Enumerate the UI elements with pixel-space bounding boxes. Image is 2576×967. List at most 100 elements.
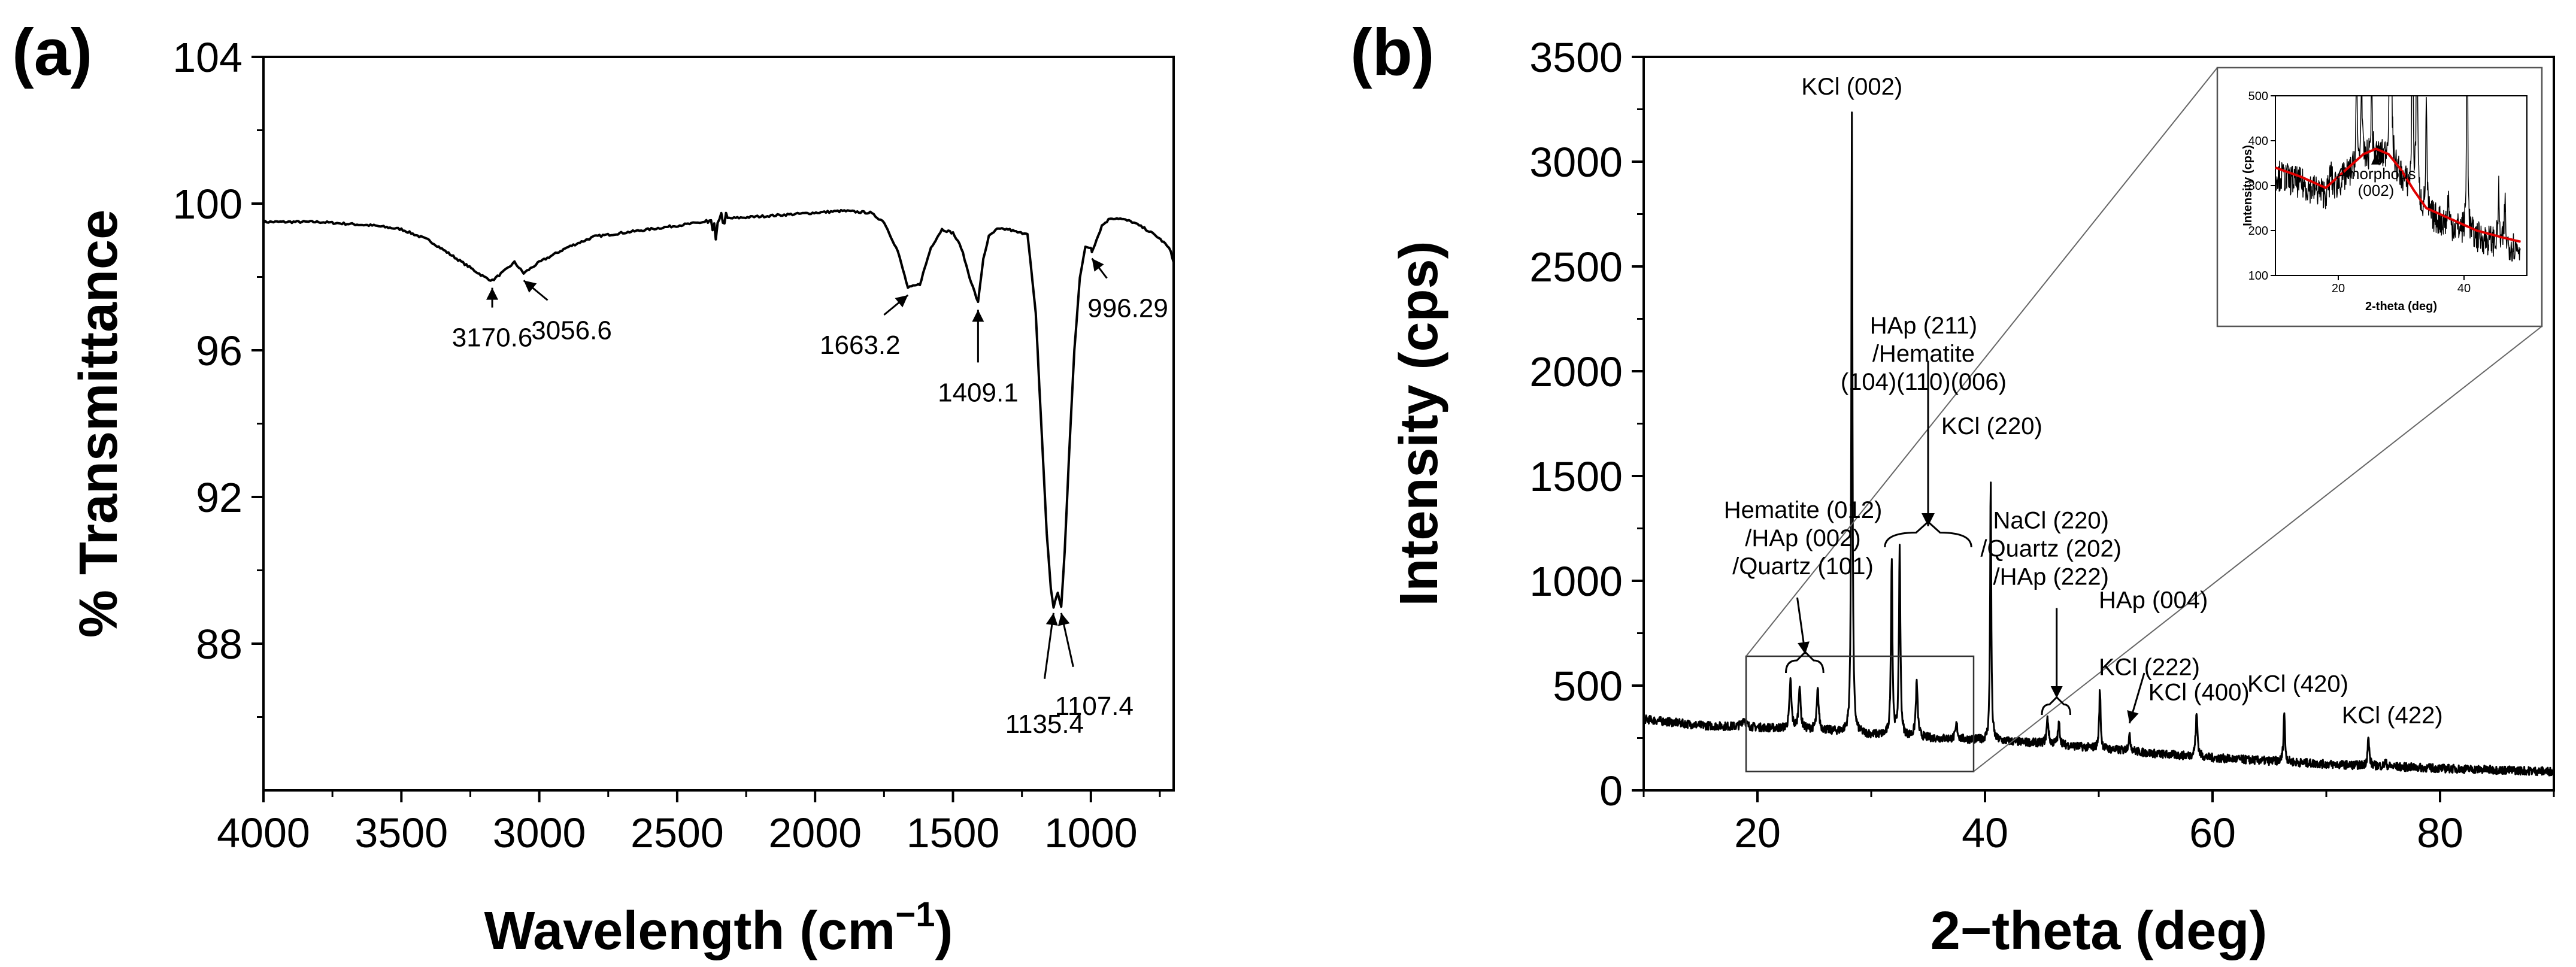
peak-arrow bbox=[2050, 608, 2063, 698]
peak-arrow-head bbox=[895, 295, 908, 308]
x-tick-label: 3000 bbox=[493, 810, 586, 856]
x-tick-label: 2500 bbox=[631, 810, 724, 856]
peak-arrow bbox=[1043, 613, 1058, 679]
zoom-connector-line bbox=[1973, 326, 2542, 772]
peak-label: KCl (002) bbox=[1801, 74, 1902, 100]
y-tick-label: 88 bbox=[196, 621, 243, 668]
peak-label: /HAp (222) bbox=[1993, 564, 2108, 590]
x-axis-title: 2−theta (deg) bbox=[1931, 901, 2268, 961]
peak-label: 1663.2 bbox=[820, 331, 901, 360]
x-axis-title-end: ) bbox=[935, 901, 953, 961]
peak-arrow-head bbox=[1798, 641, 1810, 654]
peak-arrow bbox=[486, 287, 499, 308]
peak-label: /HAp (002) bbox=[1745, 525, 1860, 551]
peak-group-brace bbox=[2041, 696, 2071, 716]
peak-arrow-head bbox=[1092, 258, 1104, 272]
x-tick-label: 60 bbox=[2189, 810, 2236, 856]
inset-x-tick-label: 20 bbox=[2332, 282, 2345, 295]
peak-label: NaCl (220) bbox=[1993, 508, 2108, 534]
peak-arrow-head bbox=[2050, 686, 2063, 698]
peak-group-brace bbox=[1785, 650, 1825, 674]
peak-label: /Hematite bbox=[1872, 341, 1975, 367]
inset-y-tick-label: 400 bbox=[2248, 135, 2268, 148]
y-tick-label: 100 bbox=[172, 181, 243, 228]
peak-label: HAp (004) bbox=[2099, 587, 2208, 614]
peak-arrow-head bbox=[486, 287, 499, 300]
peak-arrow-head bbox=[1045, 613, 1058, 626]
y-tick-label: 2000 bbox=[1529, 348, 1623, 395]
y-tick-label: 0 bbox=[1599, 768, 1623, 814]
ftir-chart: (a) 4000 3500 3000 2500 2000 1500 1000 88 92 96 100… bbox=[12, 16, 1175, 961]
x-axis-title-superscript: −1 bbox=[895, 895, 935, 934]
x-tick-label: 3500 bbox=[354, 810, 448, 856]
inset-y-tick-label: 100 bbox=[2248, 269, 2268, 283]
peak-arrow bbox=[1796, 597, 1810, 654]
x-tick-label: 4000 bbox=[217, 810, 310, 856]
peak-arrow bbox=[523, 280, 548, 301]
peak-arrow-head bbox=[972, 310, 984, 322]
peak-arrow-head bbox=[1057, 613, 1070, 626]
y-tick-label: 500 bbox=[1553, 663, 1623, 710]
peak-label: KCl (422) bbox=[2342, 702, 2443, 729]
y-tick-label: 3500 bbox=[1529, 34, 1623, 81]
inset-chart: 20 40 100 200 300 400 500 2-theta (deg) Intensit… bbox=[2216, 66, 2543, 328]
inset-x-tick-label: 40 bbox=[2457, 282, 2471, 295]
y-tick-label: 3000 bbox=[1529, 139, 1623, 186]
inset-y-tick-label: 500 bbox=[2248, 90, 2268, 103]
inset-amorphous-fit-curve bbox=[2275, 147, 2522, 243]
y-tick-label: 96 bbox=[196, 328, 243, 374]
inset-annotation: (002) bbox=[2358, 181, 2395, 199]
inset-frame bbox=[2216, 66, 2543, 328]
y-tick-label: 2500 bbox=[1529, 244, 1623, 290]
y-tick-label: 1000 bbox=[1529, 558, 1623, 605]
x-axis-title-main: Wavelength (cm bbox=[484, 901, 896, 961]
peak-label: 996.29 bbox=[1087, 294, 1168, 323]
y-axis-title: Intensity (cps) bbox=[1389, 241, 1449, 606]
peak-arrow-head bbox=[1922, 513, 1935, 526]
peak-arrow bbox=[1922, 360, 1935, 526]
zoom-connector-line bbox=[1745, 67, 2218, 657]
x-tick-label: 20 bbox=[1734, 810, 1781, 856]
y-tick-label: 92 bbox=[196, 474, 243, 521]
xrd-chart: (b) 20 40 60 80 0 500 1000 1500 2000 2500 3000 3500 2… bbox=[1350, 16, 2555, 961]
peak-label: 1135.4 bbox=[1005, 710, 1084, 739]
y-axis-title: % Transmittance bbox=[69, 210, 129, 638]
peak-label: Hematite (012) bbox=[1724, 497, 1883, 523]
peak-arrow-head bbox=[523, 280, 537, 293]
inset-annotation: Amorphous bbox=[2336, 165, 2416, 183]
peak-arrow bbox=[972, 310, 984, 363]
peak-arrow bbox=[883, 294, 909, 316]
peak-label: KCl (420) bbox=[2247, 671, 2348, 698]
amorphous-marker-icon bbox=[2371, 153, 2381, 165]
ftir-spectrum-line bbox=[262, 208, 1175, 609]
peak-arrow-head bbox=[2127, 710, 2139, 723]
plot-frame bbox=[262, 56, 1175, 792]
x-axis-title: Wavelength (cm−1) bbox=[484, 895, 953, 961]
peak-label: 1107.4 bbox=[1055, 692, 1134, 721]
peak-label: /Quartz (101) bbox=[1732, 553, 1874, 580]
panel-label-b: (b) bbox=[1350, 16, 1434, 89]
peak-label: KCl (220) bbox=[1941, 413, 2042, 439]
peak-label: HAp (211) bbox=[1870, 313, 1977, 339]
xrd-pattern-line bbox=[1642, 111, 2555, 777]
peak-label: /Quartz (202) bbox=[1980, 536, 2122, 562]
peak-arrow bbox=[1091, 257, 1108, 279]
x-tick-label: 80 bbox=[2417, 810, 2463, 856]
inset-y-tick-label: 200 bbox=[2248, 225, 2268, 238]
panel-label-a: (a) bbox=[12, 16, 92, 89]
peak-arrow bbox=[2127, 672, 2145, 724]
zoom-region-box bbox=[1745, 655, 1975, 772]
y-tick-label: 104 bbox=[172, 34, 243, 81]
x-tick-label: 1500 bbox=[907, 810, 1000, 856]
x-tick-label: 40 bbox=[1962, 810, 2008, 856]
x-tick-label: 2000 bbox=[768, 810, 862, 856]
peak-label: 3170.6 bbox=[452, 323, 533, 353]
peak-label: (104)(110)(006) bbox=[1841, 369, 2007, 395]
y-tick-label: 1500 bbox=[1529, 453, 1623, 500]
inset-y-axis-title: Intensity (cps) bbox=[2241, 145, 2254, 226]
peak-label: 3056.6 bbox=[531, 316, 612, 345]
peak-arrow bbox=[1057, 613, 1074, 668]
inset-y-tick-label: 300 bbox=[2248, 180, 2268, 193]
peak-label: 1409.1 bbox=[938, 378, 1019, 407]
